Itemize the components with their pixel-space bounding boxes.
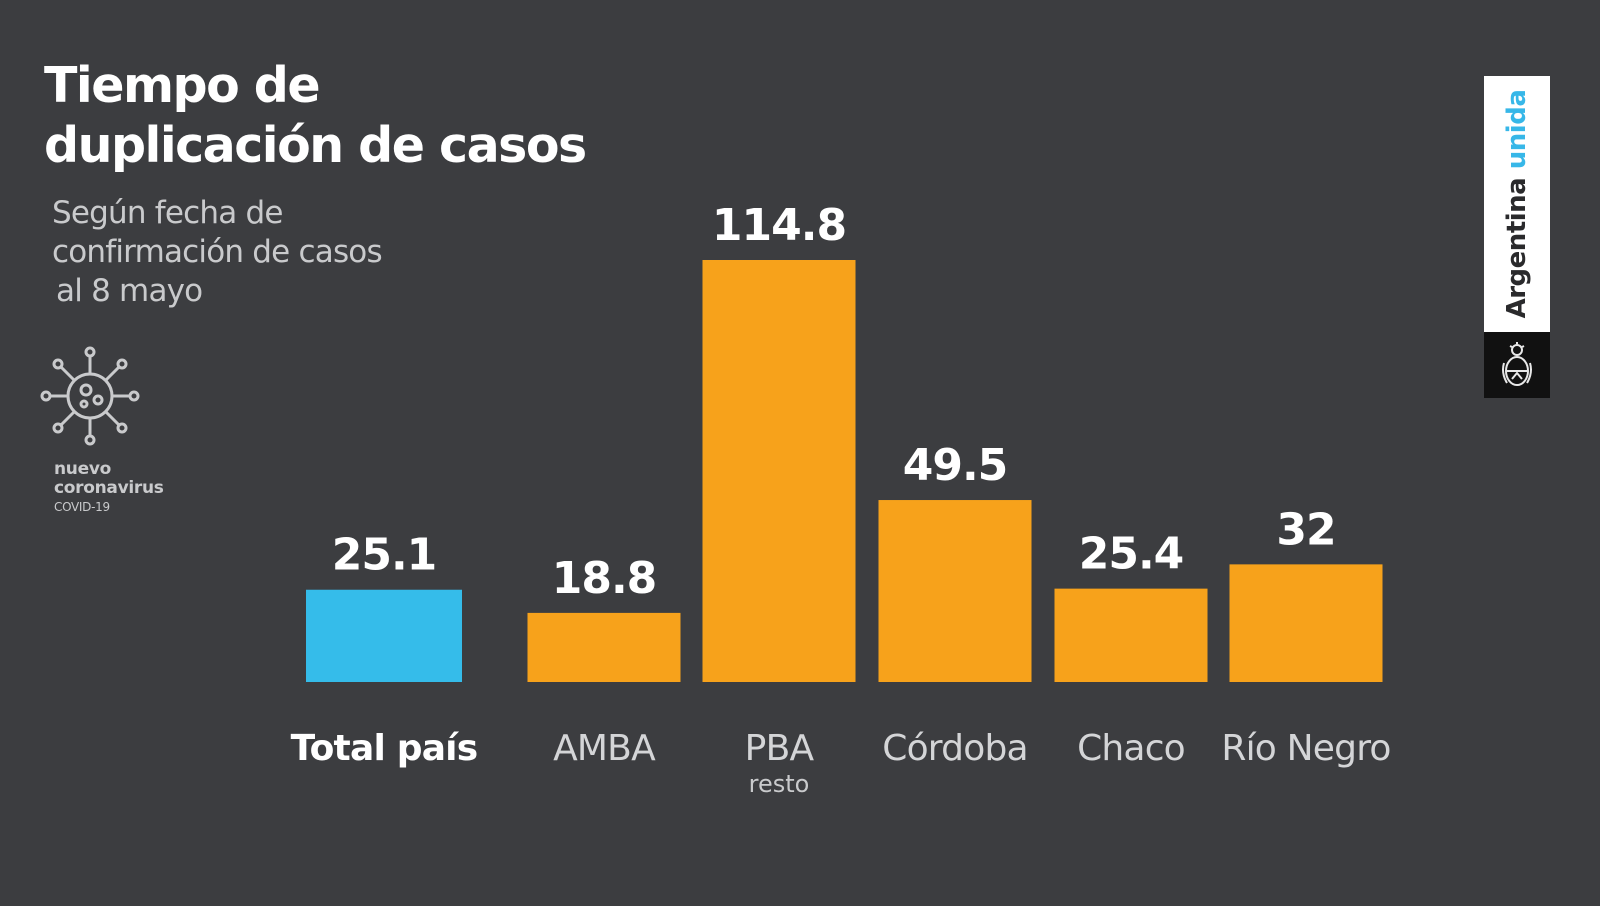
value-label-3: 49.5 [903, 440, 1008, 491]
brand-emblem-panel [1484, 332, 1550, 398]
value-label-4: 25.4 [1079, 529, 1184, 580]
category-label-1: AMBA [553, 728, 656, 769]
covid-line-1: nuevo [54, 459, 111, 479]
argentina-unida-brand: Argentina unida [1484, 76, 1550, 398]
coat-of-arms-icon [1502, 342, 1532, 386]
covid-badge-text: nuevo coronavirus COVID-19 [54, 460, 164, 516]
value-label-2: 114.8 [712, 200, 846, 251]
chart-title: Tiempo de duplicación de casos [44, 57, 587, 174]
subtitle-line-3: al 8 mayo [56, 273, 203, 309]
category-sublabel-2: resto [749, 770, 810, 798]
bar-4 [1054, 588, 1208, 682]
category-label-3: Córdoba [882, 728, 1028, 769]
subtitle-line-1: Según fecha de [52, 195, 283, 231]
category-label-0: Total país [291, 728, 478, 769]
bar-3 [878, 500, 1032, 682]
category-label-2: PBA [745, 728, 815, 769]
covid-badge: nuevo coronavirus COVID-19 [40, 346, 185, 516]
covid-line-3: COVID-19 [54, 500, 110, 514]
bar-5 [1229, 564, 1383, 682]
value-label-5: 32 [1276, 504, 1335, 555]
bar-1 [527, 612, 681, 682]
chart-subtitle: Según fecha de confirmación de casos al … [52, 194, 383, 311]
brand-text-panel: Argentina unida [1484, 76, 1550, 332]
category-label-5: Río Negro [1221, 728, 1390, 769]
value-label-1: 18.8 [552, 553, 657, 604]
bar-0 [306, 589, 462, 682]
value-label-0: 25.1 [332, 530, 437, 581]
bar-2 [702, 260, 856, 682]
category-label-4: Chaco [1077, 728, 1185, 769]
covid-line-2: coronavirus [54, 478, 164, 498]
subtitle-line-2: confirmación de casos [52, 234, 383, 270]
virus-icon [40, 346, 140, 446]
